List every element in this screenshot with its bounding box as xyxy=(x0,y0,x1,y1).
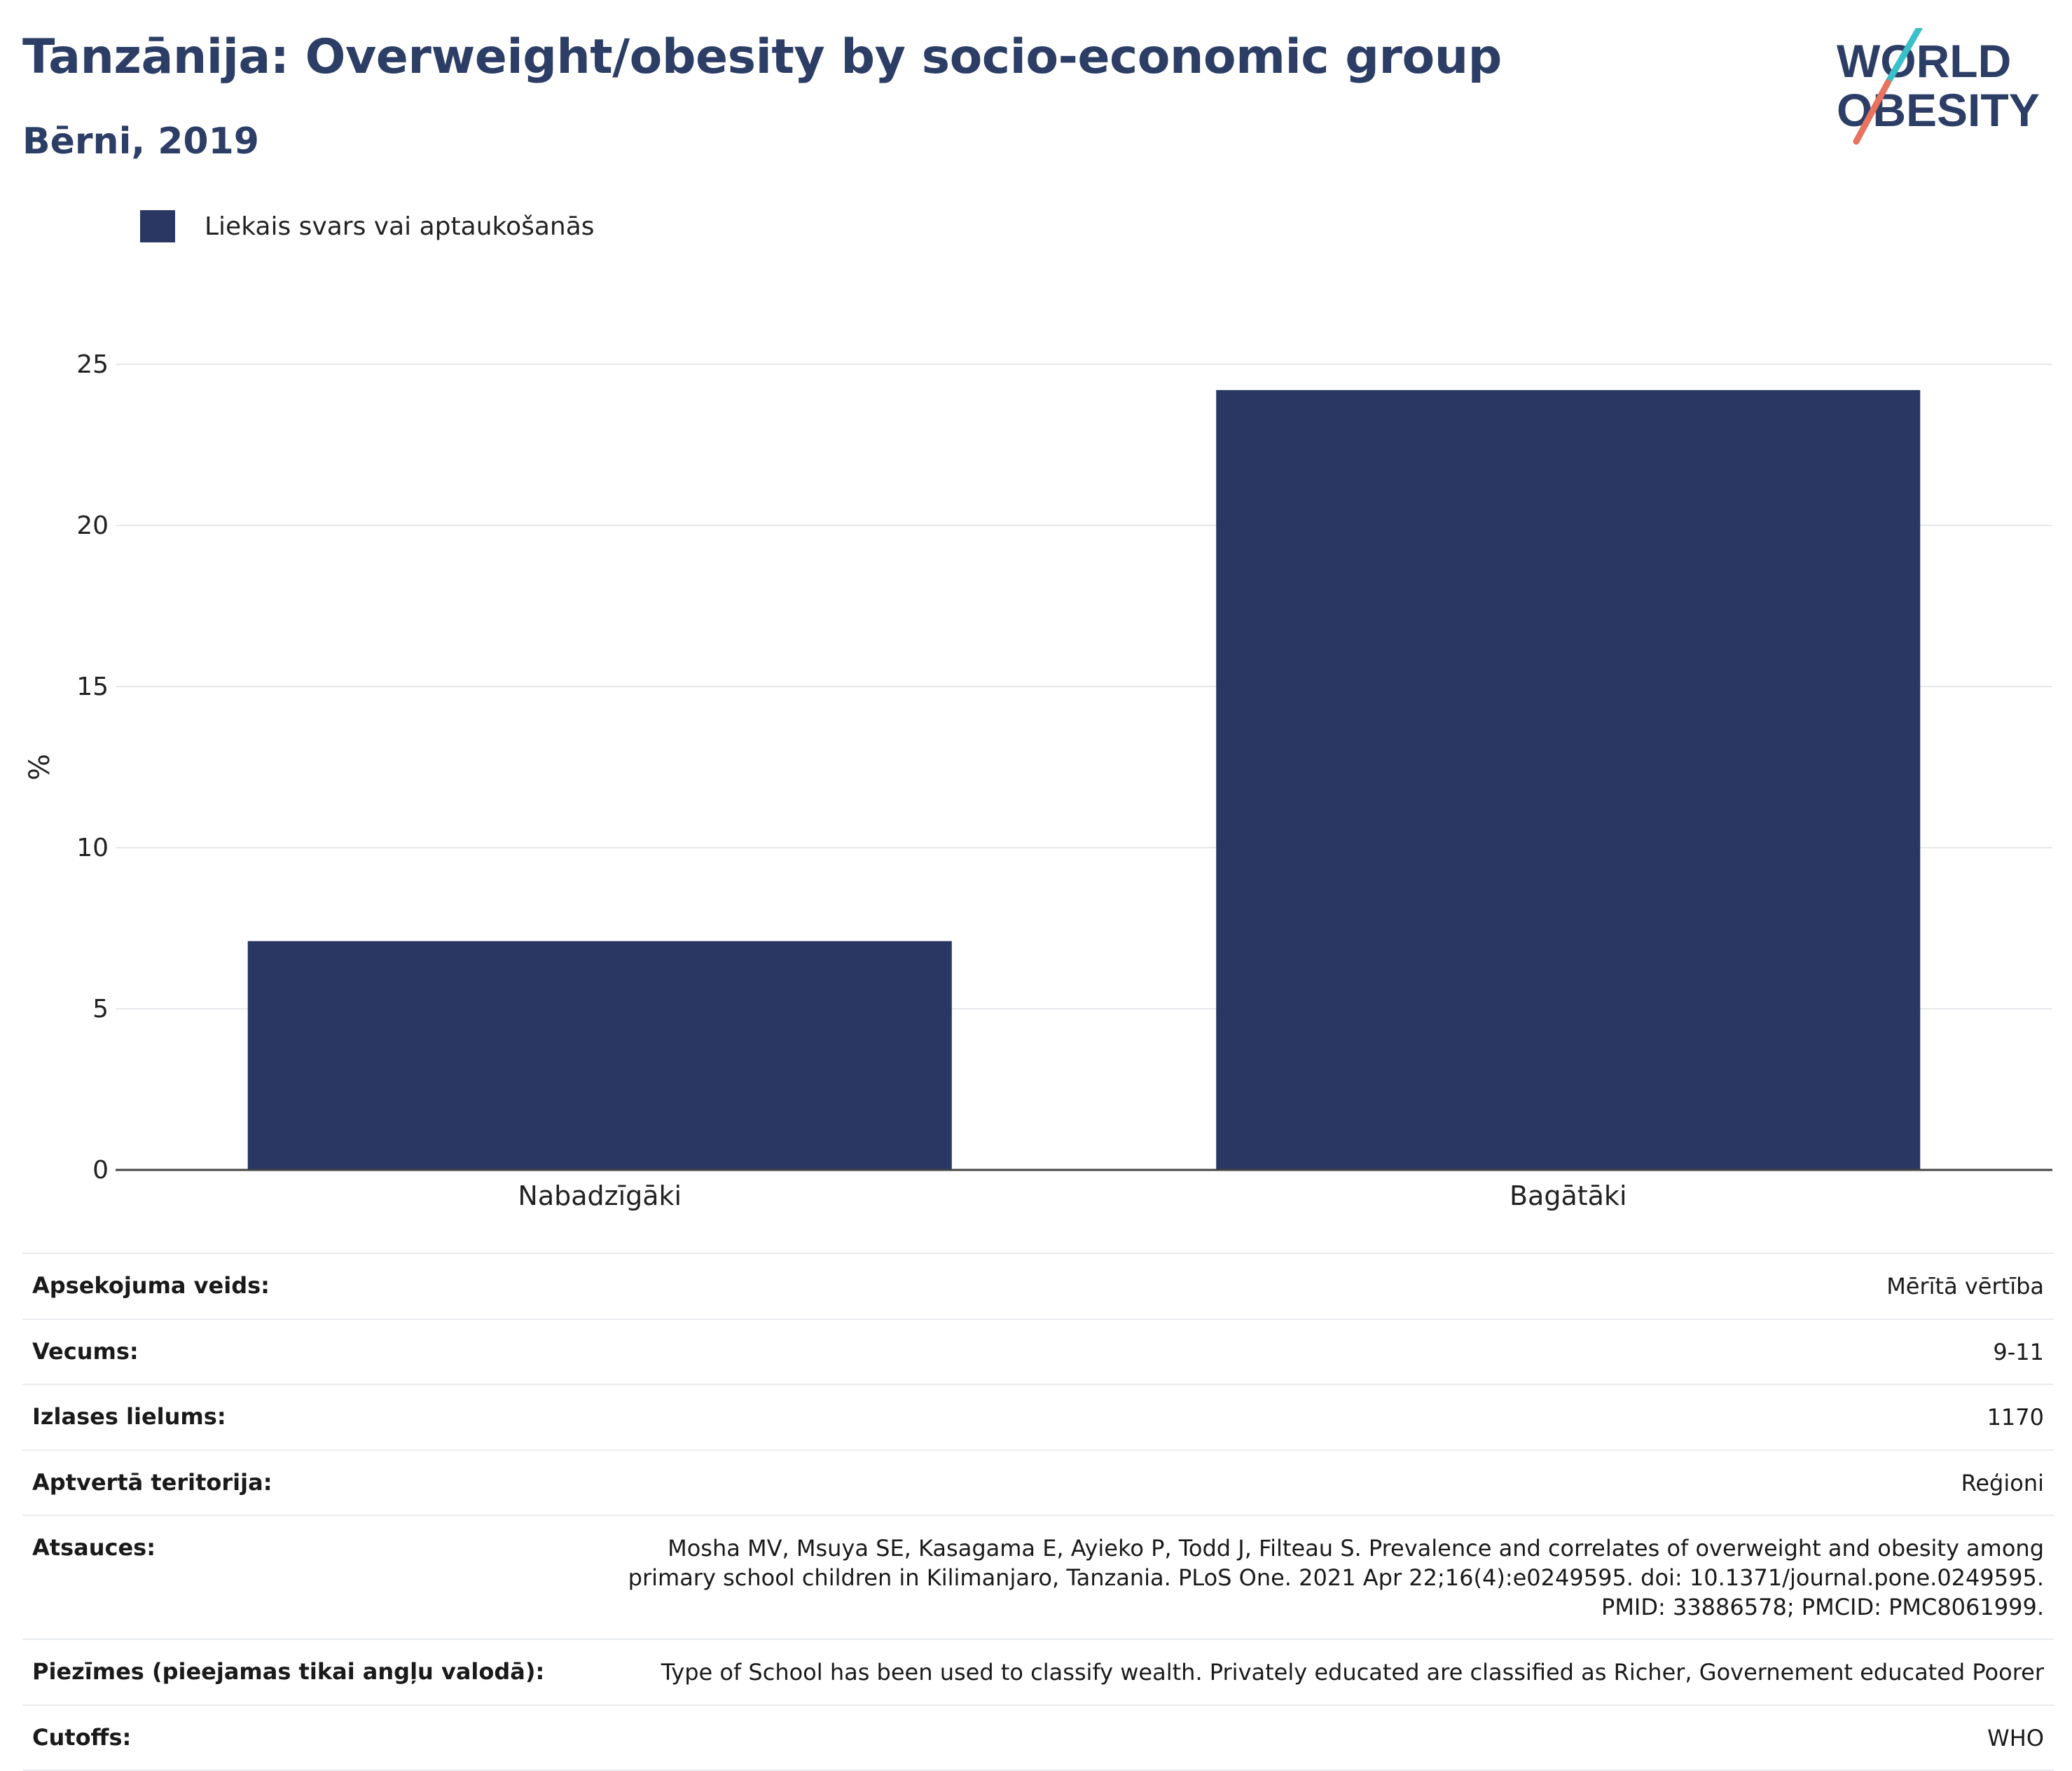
metadata-label: Izlases lielums: xyxy=(32,1403,226,1431)
metadata-row: Cutoffs: WHO xyxy=(22,1704,2054,1771)
metadata-row: Izlases lielums: 1170 xyxy=(22,1384,2054,1449)
metadata-row: Apsekojuma veids: Mērītā vērtība xyxy=(22,1253,2054,1318)
y-tick-label: 15 xyxy=(76,673,109,701)
metadata-label: Apsekojuma veids: xyxy=(32,1272,270,1299)
y-tick-label: 25 xyxy=(76,350,109,379)
metadata-table: Apsekojuma veids: Mērītā vērtība Vecums: 9-… xyxy=(22,1253,2054,1771)
x-tick-label: Nabadzīgāki xyxy=(518,1180,682,1211)
legend-label: Liekais svars vai aptaukošanās xyxy=(205,212,595,241)
y-tick-label: 10 xyxy=(76,834,109,862)
logo-line2: OBESITY xyxy=(1837,84,2040,136)
metadata-value: Mērītā vērtība xyxy=(1886,1273,2044,1300)
logo-slash-bottom xyxy=(1853,79,1891,145)
bar xyxy=(247,941,952,1170)
bar xyxy=(1216,390,1921,1170)
metadata-label: Cutoffs: xyxy=(32,1723,132,1751)
metadata-row: Aptvertā teritorija: Reģioni xyxy=(22,1449,2054,1515)
metadata-label: Aptvertā teritorija: xyxy=(32,1468,272,1496)
legend: Liekais svars vai aptaukošanās xyxy=(140,210,595,242)
chart-title: Tanzānija: Overweight/obesity by socio-e… xyxy=(22,29,1502,85)
y-tick-label: 5 xyxy=(92,995,109,1024)
metadata-value: 9-11 xyxy=(1993,1338,2044,1365)
legend-swatch xyxy=(140,210,175,242)
chart-subtitle: Bērni, 2019 xyxy=(22,120,259,163)
metadata-value: WHO xyxy=(1987,1724,2044,1751)
metadata-row: Vecums: 9-11 xyxy=(22,1318,2054,1384)
y-tick-label: 20 xyxy=(76,511,109,540)
metadata-label: Vecums: xyxy=(32,1337,139,1365)
bar-chart: 0 5 10 15 20 25% Nabadzīgāki Bagātāki xyxy=(24,350,2052,1211)
metadata-value: 1170 xyxy=(1987,1404,2044,1431)
x-tick-label: Bagātāki xyxy=(1510,1180,1627,1211)
metadata-value: Reģioni xyxy=(1961,1469,2044,1496)
metadata-value: Mosha MV, Msuya SE, Kasagama E, Ayieko P… xyxy=(628,1535,2044,1620)
metadata-row: Atsauces: Mosha MV, Msuya SE, Kasagama E,… xyxy=(22,1515,2054,1639)
y-tick-label: 0 xyxy=(92,1156,109,1185)
logo-line1: WORLD xyxy=(1837,35,2011,87)
y-axis-label: % xyxy=(24,754,56,780)
metadata-row: Piezīmes (pieejamas tikai angļu valodā):… xyxy=(22,1639,2054,1704)
metadata-label: Atsauces: xyxy=(32,1534,156,1562)
logo-slash-top xyxy=(1884,28,1923,86)
metadata-label: Piezīmes (pieejamas tikai angļu valodā): xyxy=(32,1658,545,1686)
world-obesity-logo: WORLD OBESITY xyxy=(1837,28,2040,145)
metadata-value: Type of School has been used to classify… xyxy=(661,1659,2044,1686)
